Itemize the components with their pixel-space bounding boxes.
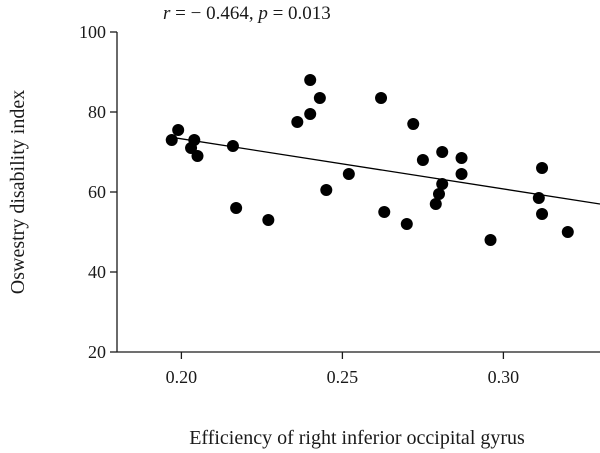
data-point xyxy=(320,184,333,196)
r-value: = − 0.464, xyxy=(170,3,258,24)
data-point xyxy=(416,154,429,166)
data-point xyxy=(304,108,317,120)
data-point xyxy=(375,92,388,104)
data-point xyxy=(313,92,326,104)
data-point xyxy=(407,118,420,130)
data-point xyxy=(291,116,304,128)
x-axis-label: Efficiency of right inferior occipital g… xyxy=(189,427,525,449)
data-point xyxy=(532,192,545,204)
axes: 20 40 60 80 100 0.20 0.25 0.30 xyxy=(79,22,600,387)
y-tick-label: 80 xyxy=(88,102,106,122)
data-point xyxy=(536,208,549,220)
data-point xyxy=(188,134,201,146)
regression-line xyxy=(168,136,600,205)
data-point xyxy=(172,124,185,136)
data-point xyxy=(262,214,275,226)
y-tick-label: 100 xyxy=(79,22,106,42)
data-point xyxy=(436,178,449,190)
data-point xyxy=(536,162,549,174)
data-point xyxy=(400,218,413,230)
regression-line-group xyxy=(168,136,600,205)
data-point xyxy=(433,188,445,200)
data-point xyxy=(230,202,243,214)
y-tick-label: 60 xyxy=(88,182,106,202)
x-tick-label: 0.25 xyxy=(327,367,359,387)
data-point xyxy=(304,74,317,86)
x-tick-label: 0.30 xyxy=(488,367,520,387)
data-point xyxy=(342,168,355,180)
y-tick-label: 20 xyxy=(88,342,106,362)
p-value: = 0.013 xyxy=(268,3,331,24)
data-point xyxy=(191,150,204,162)
data-point xyxy=(429,198,442,210)
y-tick-label: 40 xyxy=(88,262,106,282)
data-point xyxy=(378,206,391,218)
data-point xyxy=(165,134,178,146)
data-point xyxy=(455,168,468,180)
data-point xyxy=(436,146,449,158)
data-point xyxy=(226,140,239,152)
data-point xyxy=(484,234,497,246)
r-symbol: r xyxy=(163,3,171,24)
x-tick-label: 0.20 xyxy=(166,367,198,387)
correlation-annotation: r = − 0.464, p = 0.013 xyxy=(163,3,331,24)
p-symbol: p xyxy=(256,3,268,24)
data-point xyxy=(455,152,468,164)
data-points xyxy=(165,74,574,246)
y-axis-label: Oswestry disability index xyxy=(7,90,29,294)
data-point xyxy=(561,226,574,238)
